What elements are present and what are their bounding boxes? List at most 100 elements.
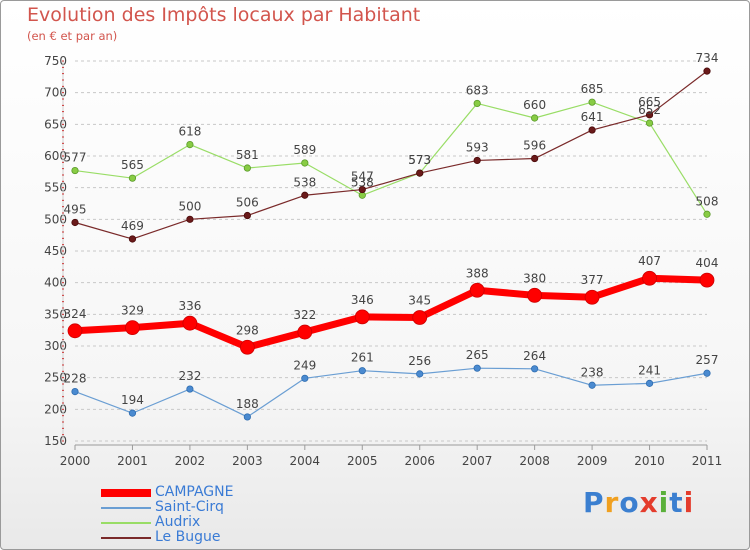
logo-letter: x xyxy=(639,486,659,519)
legend-swatch xyxy=(101,537,151,539)
data-label: 265 xyxy=(466,348,489,362)
data-label: 329 xyxy=(121,304,144,318)
data-label: 228 xyxy=(64,372,87,386)
y-tick-label: 600 xyxy=(44,149,67,163)
data-point xyxy=(186,385,194,393)
y-tick-label: 400 xyxy=(44,276,67,290)
data-label: 346 xyxy=(351,293,374,307)
data-point xyxy=(243,413,251,421)
data-point xyxy=(128,235,137,243)
data-point xyxy=(71,387,79,396)
data-label: 404 xyxy=(696,256,719,270)
data-point xyxy=(71,218,79,227)
data-point xyxy=(358,185,366,194)
chart-subtitle: (en € et par an) xyxy=(27,29,118,43)
data-label: 660 xyxy=(523,98,546,112)
series-line-le bugue xyxy=(74,70,708,240)
data-label: 652 xyxy=(638,103,661,117)
data-point xyxy=(703,67,711,75)
legend-item: Le Bugue xyxy=(101,529,351,545)
data-label: 380 xyxy=(523,271,546,285)
data-point xyxy=(527,287,543,303)
logo-letter: r xyxy=(604,486,620,519)
data-point xyxy=(182,315,198,331)
data-point xyxy=(358,367,366,375)
data-label: 232 xyxy=(178,369,201,383)
data-label: 618 xyxy=(178,125,201,139)
data-point xyxy=(301,191,309,199)
data-label: 322 xyxy=(293,308,316,322)
y-tick-label: 350 xyxy=(44,307,67,321)
y-tick-label: 750 xyxy=(44,54,67,68)
legend: CAMPAGNE Saint-Cirq Audrix Le Bugue xyxy=(101,484,351,545)
data-point xyxy=(354,309,370,325)
data-label: 500 xyxy=(178,199,201,213)
logo-letter: P xyxy=(583,486,605,519)
x-tick-label: 2008 xyxy=(519,454,550,468)
data-label: 734 xyxy=(696,51,719,65)
x-tick-label: 2005 xyxy=(347,454,378,468)
data-point xyxy=(645,119,654,127)
y-tick-label: 200 xyxy=(44,402,67,416)
legend-item: CAMPAGNE xyxy=(101,484,351,500)
data-label: 345 xyxy=(408,294,431,308)
legend-label: CAMPAGNE xyxy=(155,484,234,500)
data-point xyxy=(186,141,194,149)
data-point xyxy=(243,164,251,172)
data-point xyxy=(128,409,137,417)
x-tick-label: 2000 xyxy=(60,454,91,468)
logo-letter: t xyxy=(669,486,684,519)
y-tick-label: 150 xyxy=(44,434,67,448)
x-tick-label: 2001 xyxy=(117,454,148,468)
series-line-audrix xyxy=(74,101,708,215)
data-label: 565 xyxy=(121,158,144,172)
data-label: 188 xyxy=(236,397,259,411)
data-point xyxy=(239,339,255,355)
data-label: 257 xyxy=(696,353,719,367)
legend-label: Saint-Cirq xyxy=(155,499,224,515)
data-point xyxy=(584,289,600,305)
data-point xyxy=(243,211,251,220)
data-point xyxy=(473,156,481,165)
data-label: 298 xyxy=(236,323,259,337)
y-tick-label: 650 xyxy=(44,117,67,131)
data-label: 377 xyxy=(581,273,604,287)
data-point xyxy=(473,364,481,372)
data-label: 581 xyxy=(236,148,259,162)
data-point xyxy=(186,215,194,223)
y-tick-label: 500 xyxy=(44,212,67,226)
data-point xyxy=(301,159,309,167)
logo-letter: i xyxy=(683,486,695,519)
data-point xyxy=(703,210,711,218)
data-point xyxy=(71,166,79,175)
y-tick-label: 550 xyxy=(44,181,67,195)
legend-label: Le Bugue xyxy=(155,529,221,545)
data-label: 665 xyxy=(638,95,661,109)
data-label: 589 xyxy=(293,143,316,157)
data-label: 547 xyxy=(351,170,374,184)
data-point xyxy=(297,324,313,340)
logo-letter: i xyxy=(658,486,670,519)
x-tick-label: 2002 xyxy=(175,454,206,468)
data-point xyxy=(642,270,657,286)
data-label: 641 xyxy=(581,110,604,124)
data-point xyxy=(412,310,428,325)
x-tick-label: 2011 xyxy=(692,454,723,468)
data-label: 596 xyxy=(523,139,546,153)
proxiti-logo: Proxiti xyxy=(583,486,694,519)
data-label: 261 xyxy=(351,351,374,365)
data-point xyxy=(416,370,424,378)
logo-letter: o xyxy=(619,486,640,519)
data-point xyxy=(645,379,654,387)
data-label: 577 xyxy=(64,151,87,165)
legend-swatch xyxy=(101,489,151,497)
data-label: 194 xyxy=(121,393,144,407)
data-point xyxy=(531,154,539,163)
chart-title: Evolution des Impôts locaux par Habitant xyxy=(27,4,421,26)
data-label: 407 xyxy=(638,254,661,268)
data-point xyxy=(703,369,711,377)
x-tick-label: 2010 xyxy=(634,454,665,468)
series-line-campagne xyxy=(74,274,708,351)
